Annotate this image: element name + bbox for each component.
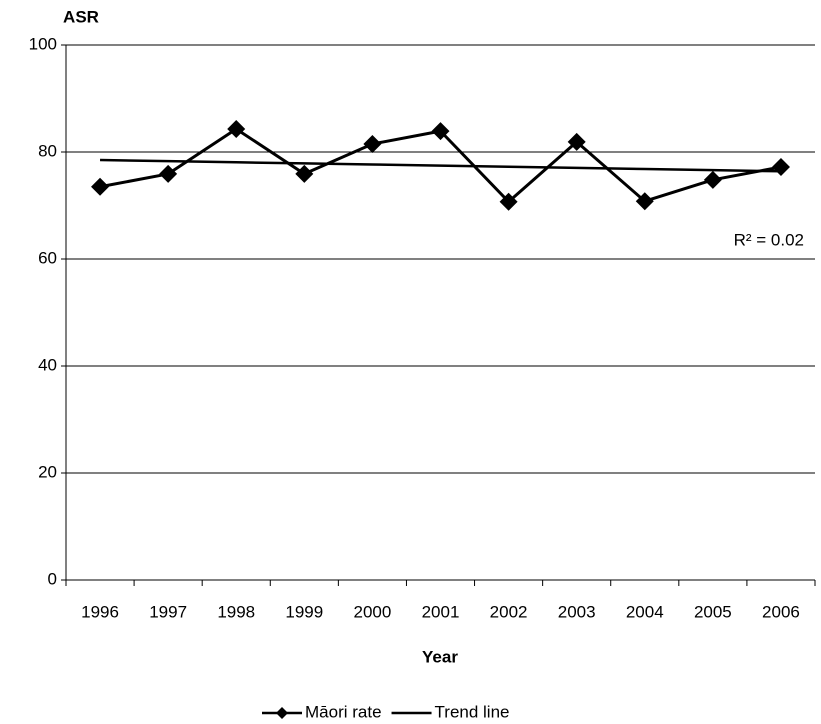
x-tick-label: 2004 [626,602,664,621]
marker [295,164,314,183]
y-tick-label: 20 [38,462,57,481]
marker [567,132,586,151]
annotation: R² = 0.02 [734,230,804,249]
y-tick-label: 100 [29,34,57,53]
marker [91,177,110,196]
x-tick-label: 1998 [217,602,255,621]
y-tick-label: 40 [38,355,57,374]
x-tick-label: 2000 [353,602,391,621]
y-tick-label: 0 [48,569,57,588]
x-tick-label: 1996 [81,602,119,621]
x-tick-label: 1999 [285,602,323,621]
y-axis-label: ASR [63,7,99,26]
legend-label: Trend line [435,702,510,721]
x-tick-label: 2002 [490,602,528,621]
legend-label: Māori rate [305,702,382,721]
legend-marker [276,707,288,719]
marker [431,122,450,141]
y-tick-label: 60 [38,248,57,267]
marker [227,119,246,138]
y-tick-label: 80 [38,141,57,160]
x-tick-label: 1997 [149,602,187,621]
marker [703,170,722,189]
marker [159,164,178,183]
x-tick-label: 2003 [558,602,596,621]
x-tick-label: 2005 [694,602,732,621]
x-axis-label: Year [422,647,458,666]
x-tick-label: 2001 [422,602,460,621]
series-line [100,158,781,173]
x-tick-label: 2006 [762,602,800,621]
marker [499,192,518,211]
marker [635,192,654,211]
marker [363,134,382,153]
